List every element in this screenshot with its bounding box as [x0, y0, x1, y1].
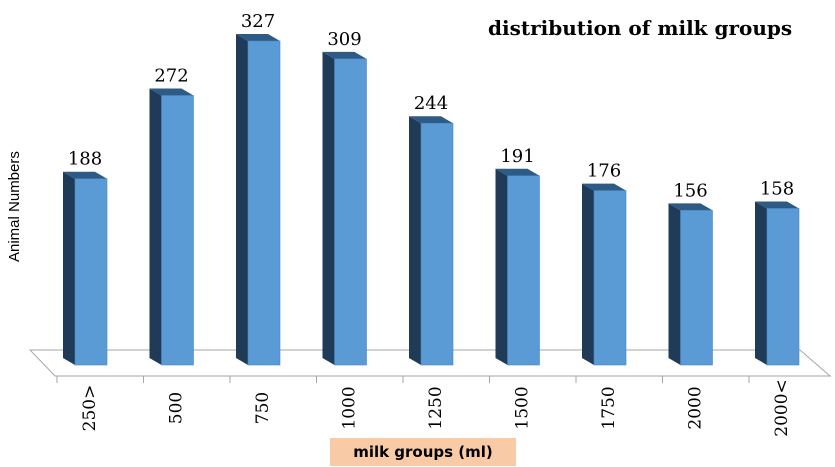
bar-side-0	[63, 171, 75, 365]
bar-top-4	[409, 116, 453, 124]
bar-side-5	[495, 168, 508, 365]
chart-title: distribution of milk groups	[488, 16, 793, 40]
data-label-4: 244	[414, 93, 448, 114]
x-tick-label-1: 500	[166, 392, 186, 424]
bar-side-2	[236, 34, 248, 365]
x-tick-label-2: 750	[253, 392, 273, 424]
bar-2	[247, 40, 281, 366]
data-label-3: 309	[327, 29, 361, 50]
bar-side-8	[755, 201, 767, 365]
bar-4	[420, 122, 454, 366]
bar-top-3	[322, 51, 367, 59]
bar-top-0	[63, 171, 107, 179]
x-tick-label-0: 250>	[80, 385, 100, 432]
bar-side-7	[668, 203, 681, 365]
data-label-8: 158	[760, 178, 794, 199]
data-label-6: 176	[587, 161, 621, 182]
bar-5	[507, 175, 540, 366]
data-label-2: 327	[241, 11, 275, 32]
bar-3	[334, 58, 367, 366]
bar-7	[680, 210, 713, 366]
bar-top-7	[668, 203, 713, 211]
x-tick-label-5: 1500	[512, 386, 532, 429]
bar-0	[74, 178, 108, 366]
bar-top-6	[582, 183, 626, 191]
bar-6	[593, 190, 627, 366]
bar-8	[766, 208, 800, 366]
data-label-1: 272	[154, 65, 188, 86]
x-tick-label-8: 2000<	[772, 379, 792, 437]
bar-top-2	[236, 34, 280, 41]
data-label-7: 156	[673, 180, 707, 201]
data-label-5: 191	[500, 146, 534, 167]
bar-side-6	[582, 183, 594, 365]
y-axis-label: Animal Numbers	[6, 151, 23, 262]
bar-top-5	[495, 168, 540, 176]
bar-side-1	[149, 88, 162, 365]
bar-top-1	[149, 88, 194, 96]
bar-top-8	[755, 201, 799, 209]
x-tick-label-7: 2000	[685, 386, 705, 429]
bar-1	[161, 95, 194, 366]
x-tick-label-4: 1250	[426, 386, 446, 429]
data-label-0: 188	[68, 149, 102, 170]
bar-side-4	[409, 116, 421, 366]
x-tick-label-3: 1000	[339, 386, 359, 429]
x-axis-label: milk groups (ml)	[330, 438, 516, 466]
bar-side-3	[322, 51, 335, 365]
x-tick-label-6: 1750	[599, 386, 619, 429]
